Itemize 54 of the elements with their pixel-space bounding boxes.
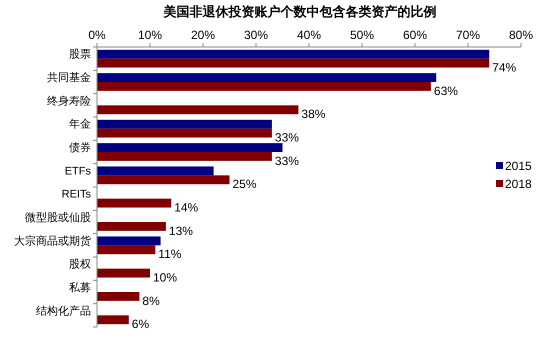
bar [97, 143, 282, 152]
bar [97, 175, 230, 184]
x-tick-label: 80% [508, 28, 534, 42]
y-tick-label: ETFs [64, 165, 92, 178]
data-label: 8% [142, 294, 160, 308]
x-tick-label: 20% [190, 28, 216, 42]
y-tick-label: 私募 [69, 281, 91, 294]
x-tick-label: 0% [88, 28, 106, 42]
data-label: 13% [168, 224, 194, 238]
bar [97, 152, 272, 161]
data-label: 10% [153, 270, 178, 285]
x-tick-label: 50% [350, 28, 374, 42]
bar [97, 236, 161, 246]
bar [97, 166, 214, 176]
bar [97, 198, 172, 208]
bar [97, 105, 298, 114]
bar [97, 128, 272, 138]
y-tick-label: REITs [62, 188, 92, 201]
bar [97, 58, 490, 68]
y-tick-label: 股权 [69, 258, 91, 271]
y-tick-label: 股票 [69, 48, 91, 61]
y-tick-label: 微型股或仙股 [25, 211, 91, 224]
data-label: 38% [301, 107, 326, 122]
legend-label: 2015 [505, 159, 532, 173]
x-tick-label: 40% [296, 28, 322, 42]
x-tick-label: 70% [456, 28, 480, 42]
data-label: 6% [132, 317, 150, 332]
x-tick-label: 10% [138, 28, 162, 42]
y-tick-label: 债券 [69, 141, 91, 154]
bar [97, 315, 129, 324]
y-tick-label: 结构化产品 [36, 304, 91, 318]
x-tick-label: 30% [244, 28, 268, 42]
bar [97, 222, 166, 231]
data-label: 63% [434, 84, 458, 98]
y-tick-label: 大宗商品或期货 [14, 234, 91, 248]
x-tick-label: 60% [402, 28, 428, 42]
bar [97, 82, 431, 91]
bar [97, 73, 436, 82]
bar [97, 292, 140, 301]
chart-title: 美国非退休投资账户个数中包含各类资产的比例 [162, 4, 436, 19]
data-label: 11% [158, 247, 182, 262]
data-label: 25% [232, 177, 257, 192]
bar [97, 120, 272, 129]
legend-label: 2018 [505, 177, 532, 191]
data-label: 33% [274, 154, 300, 168]
data-label: 33% [274, 130, 300, 145]
bar [97, 50, 490, 59]
y-tick-label: 终身寿险 [47, 95, 91, 108]
y-tick-label: 年金 [69, 118, 91, 131]
y-tick-label: 共同基金 [47, 71, 91, 84]
data-label: 74% [492, 60, 517, 75]
data-label: 14% [174, 200, 199, 215]
bar [97, 268, 150, 278]
bar [97, 245, 156, 254]
